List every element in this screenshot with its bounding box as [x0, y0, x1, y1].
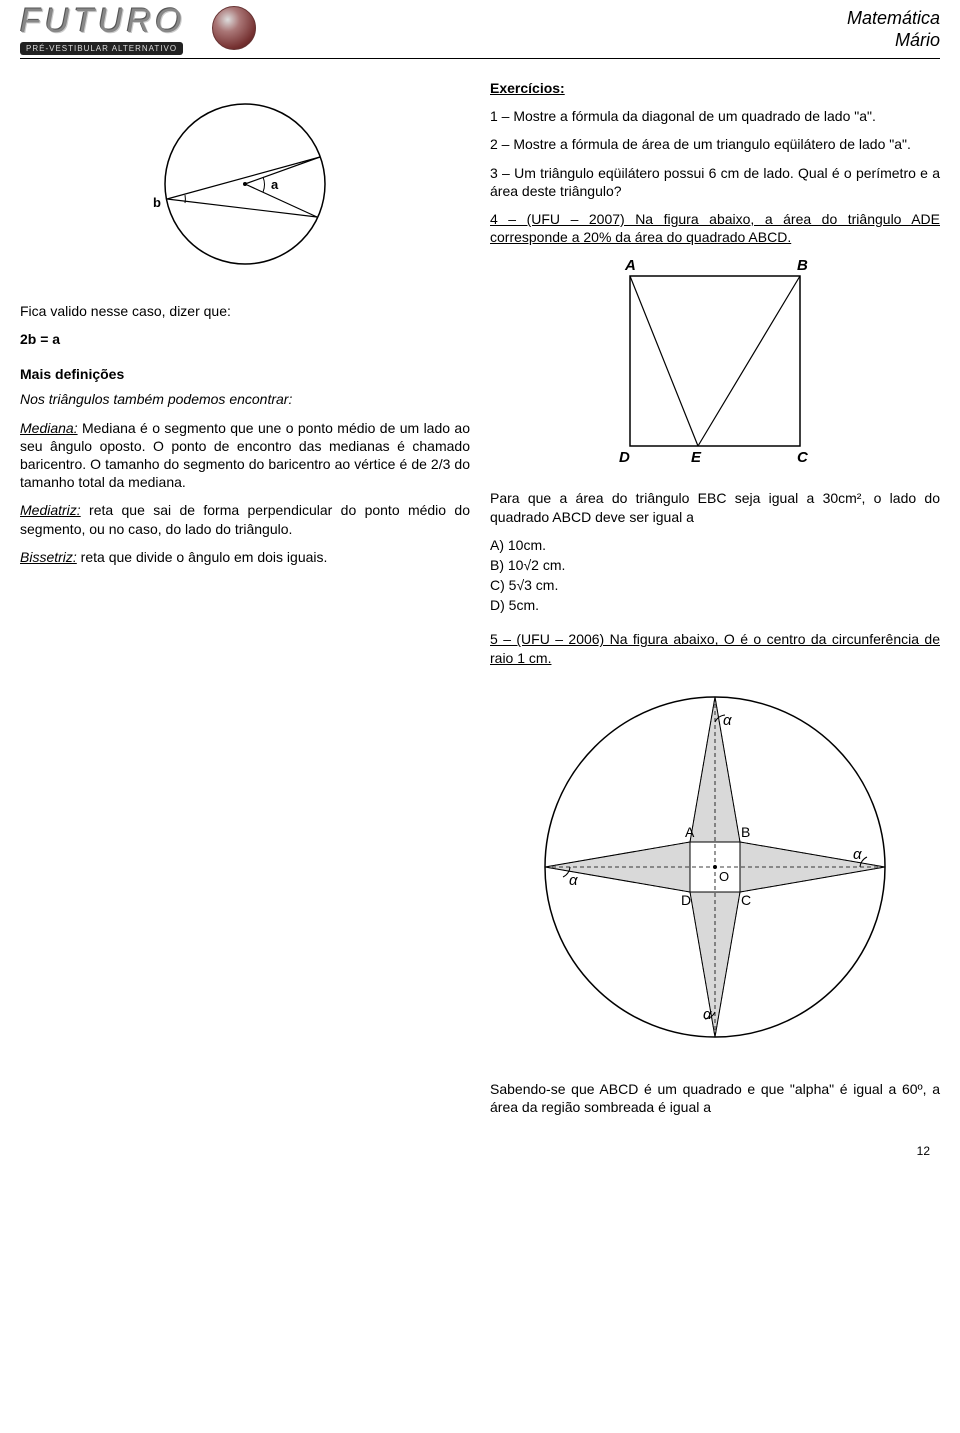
mais-definicoes-title: Mais definições [20, 366, 470, 382]
page-number: 12 [917, 1144, 930, 1158]
logo-sub-text: PRÉ-VESTIBULAR ALTERNATIVO [20, 42, 183, 55]
figure-star-circle: A B C D O α α α α [490, 677, 940, 1060]
figure-square-abcd: A B C D E [490, 256, 940, 469]
question-5: 5 – (UFU – 2006) Na figura abaixo, O é o… [490, 630, 940, 666]
logo: FUTURO PRÉ-VESTIBULAR ALTERNATIVO [20, 4, 260, 56]
svg-text:α: α [703, 1006, 712, 1023]
svg-text:α: α [569, 872, 578, 889]
svg-text:A: A [685, 824, 695, 840]
svg-text:b: b [153, 195, 161, 210]
svg-text:A: A [624, 257, 636, 274]
mediana-text: Mediana é o segmento que une o ponto méd… [20, 420, 470, 491]
header-right: Matemática Mário [847, 4, 940, 51]
mediana-label: Mediana: [20, 420, 78, 436]
subject-label: Matemática [847, 8, 940, 30]
svg-text:D: D [619, 449, 630, 466]
defs-intro: Nos triângulos também podemos encontrar: [20, 390, 470, 408]
svg-text:B: B [741, 824, 750, 840]
bissetriz-label: Bissetriz: [20, 549, 77, 565]
svg-text:O: O [719, 869, 729, 884]
figure-inscribed-angle: a b [20, 89, 470, 282]
mediatriz-text: reta que sai de forma perpendicular do p… [20, 502, 470, 536]
svg-text:C: C [797, 449, 809, 466]
bissetriz-text: reta que divide o ângulo em dois iguais. [77, 549, 328, 565]
question-1: 1 – Mostre a fórmula da diagonal de um q… [490, 107, 940, 125]
question-5-after: Sabendo-se que ABCD é um quadrado e que … [490, 1080, 940, 1116]
svg-text:α: α [723, 712, 732, 729]
page-header: FUTURO PRÉ-VESTIBULAR ALTERNATIVO Matemá… [20, 0, 940, 59]
def-bissetriz: Bissetriz: reta que divide o ângulo em d… [20, 548, 470, 566]
svg-text:B: B [797, 257, 808, 274]
star-diagram-svg: A B C D O α α α α [525, 677, 905, 1057]
q4-opt-a: A) 10cm. [490, 536, 940, 554]
question-4-after: Para que a área do triângulo EBC seja ig… [490, 489, 940, 525]
mediatriz-label: Mediatriz: [20, 502, 81, 518]
question-4: 4 – (UFU – 2007) Na figura abaixo, a áre… [490, 210, 940, 246]
svg-text:α: α [853, 846, 862, 863]
def-mediatriz: Mediatriz: reta que sai de forma perpend… [20, 501, 470, 537]
q4-opt-c: C) 5√3 cm. [490, 576, 940, 594]
svg-text:a: a [271, 177, 279, 192]
caption-2b-a: Fica valido nesse caso, dizer que: [20, 302, 470, 320]
circle-diagram-svg: a b [145, 89, 345, 279]
exercicios-title: Exercícios: [490, 79, 940, 97]
equation-2b-a: 2b = a [20, 330, 470, 348]
svg-text:D: D [681, 892, 691, 908]
def-mediana: Mediana: Mediana é o segmento que une o … [20, 419, 470, 492]
q4-opt-d: D) 5cm. [490, 596, 940, 614]
svg-text:E: E [691, 449, 702, 466]
q4-opt-b: B) 10√2 cm. [490, 556, 940, 574]
question-2: 2 – Mostre a fórmula de área de um trian… [490, 135, 940, 153]
right-column: Exercícios: 1 – Mostre a fórmula da diag… [490, 79, 940, 1126]
left-column: a b Fica valido nesse caso, dizer que: 2… [20, 79, 470, 1126]
square-diagram-svg: A B C D E [605, 256, 825, 466]
globe-icon [212, 6, 256, 50]
svg-text:C: C [741, 892, 751, 908]
question-4-options: A) 10cm. B) 10√2 cm. C) 5√3 cm. D) 5cm. [490, 536, 940, 615]
question-3: 3 – Um triângulo eqüilátero possui 6 cm … [490, 164, 940, 200]
teacher-label: Mário [847, 30, 940, 52]
